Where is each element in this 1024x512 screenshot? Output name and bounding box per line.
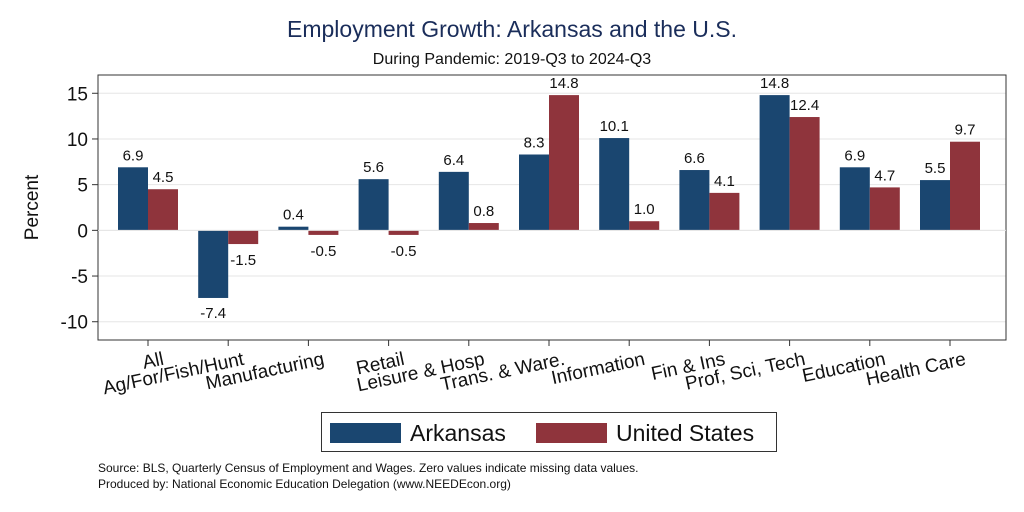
produced-by-note: Produced by: National Economic Education… (98, 477, 511, 491)
bar-arkansas (599, 138, 630, 231)
bar-value-label: 6.6 (684, 150, 705, 167)
legend-swatch-united-states (536, 423, 607, 443)
bar-value-label: -7.4 (200, 305, 226, 322)
bar-value-label: -1.5 (230, 252, 256, 269)
bar-value-label: 4.5 (153, 169, 174, 186)
bar-arkansas (839, 167, 870, 231)
bar-arkansas (920, 180, 950, 231)
bar-value-label: 10.1 (600, 118, 629, 135)
legend-label-united-states: United States (616, 419, 755, 446)
bar-united-states (308, 230, 339, 235)
chart-subtitle: During Pandemic: 2019-Q3 to 2024-Q3 (372, 51, 652, 68)
legend-label-arkansas: Arkansas (410, 419, 506, 446)
bar-value-label: 8.3 (524, 135, 545, 152)
bar-united-states (709, 192, 740, 231)
chart-legend: Arkansas United States (321, 412, 777, 452)
x-tick-label: All (141, 349, 166, 374)
bar-value-label: -0.5 (310, 243, 336, 260)
bar-united-states (789, 117, 820, 231)
bar-united-states (869, 187, 900, 231)
legend-item-arkansas: Arkansas (330, 419, 506, 446)
bar-value-label: 0.4 (283, 207, 304, 224)
y-tick-label: 15 (67, 84, 88, 105)
bar-value-label: 6.9 (844, 147, 865, 164)
y-tick-label: 10 (67, 130, 88, 151)
bar-arkansas (759, 95, 790, 231)
bar-value-label: -0.5 (391, 243, 417, 260)
x-tick-label: Information (550, 349, 647, 389)
legend-swatch-arkansas (330, 423, 401, 443)
y-tick-label: -10 (61, 313, 88, 334)
chart-title: Employment Growth: Arkansas and the U.S. (287, 16, 737, 42)
bar-arkansas (118, 167, 148, 231)
bar-arkansas (278, 226, 309, 231)
bar-arkansas (198, 230, 229, 298)
bar-value-label: 5.5 (925, 160, 946, 177)
bar-arkansas (519, 154, 549, 231)
bar-arkansas (679, 170, 710, 231)
plot-frame (97, 74, 1007, 341)
y-axis-title: Percent (22, 174, 43, 240)
bar-united-states (629, 221, 660, 231)
bar-value-label: 5.6 (363, 159, 384, 176)
legend-item-united-states: United States (536, 419, 755, 446)
bar-united-states (549, 95, 579, 231)
bar-value-label: 1.0 (634, 201, 655, 218)
bar-value-label: 14.8 (549, 75, 578, 92)
bar-arkansas (358, 179, 389, 231)
bar-united-states (468, 223, 499, 231)
bar-value-label: 4.1 (714, 173, 735, 190)
y-tick-label: -5 (71, 267, 88, 288)
y-tick-label: 0 (77, 221, 88, 242)
source-note: Source: BLS, Quarterly Census of Employm… (98, 461, 639, 475)
bar-value-label: 6.4 (443, 152, 464, 169)
bar-united-states (388, 230, 419, 235)
bar-value-label: 0.8 (473, 203, 494, 220)
bar-value-label: 14.8 (760, 75, 789, 92)
bar-united-states (228, 230, 259, 245)
footer-notes: Source: BLS, Quarterly Census of Employm… (98, 460, 638, 492)
y-tick-label: 5 (77, 176, 88, 197)
bar-arkansas (438, 171, 469, 231)
bar-value-label: 6.9 (123, 147, 144, 164)
bar-value-label: 12.4 (790, 97, 819, 114)
bar-value-label: 4.7 (874, 167, 895, 184)
bar-united-states (950, 141, 980, 231)
bar-united-states (148, 189, 178, 231)
bar-value-label: 9.7 (955, 122, 976, 139)
